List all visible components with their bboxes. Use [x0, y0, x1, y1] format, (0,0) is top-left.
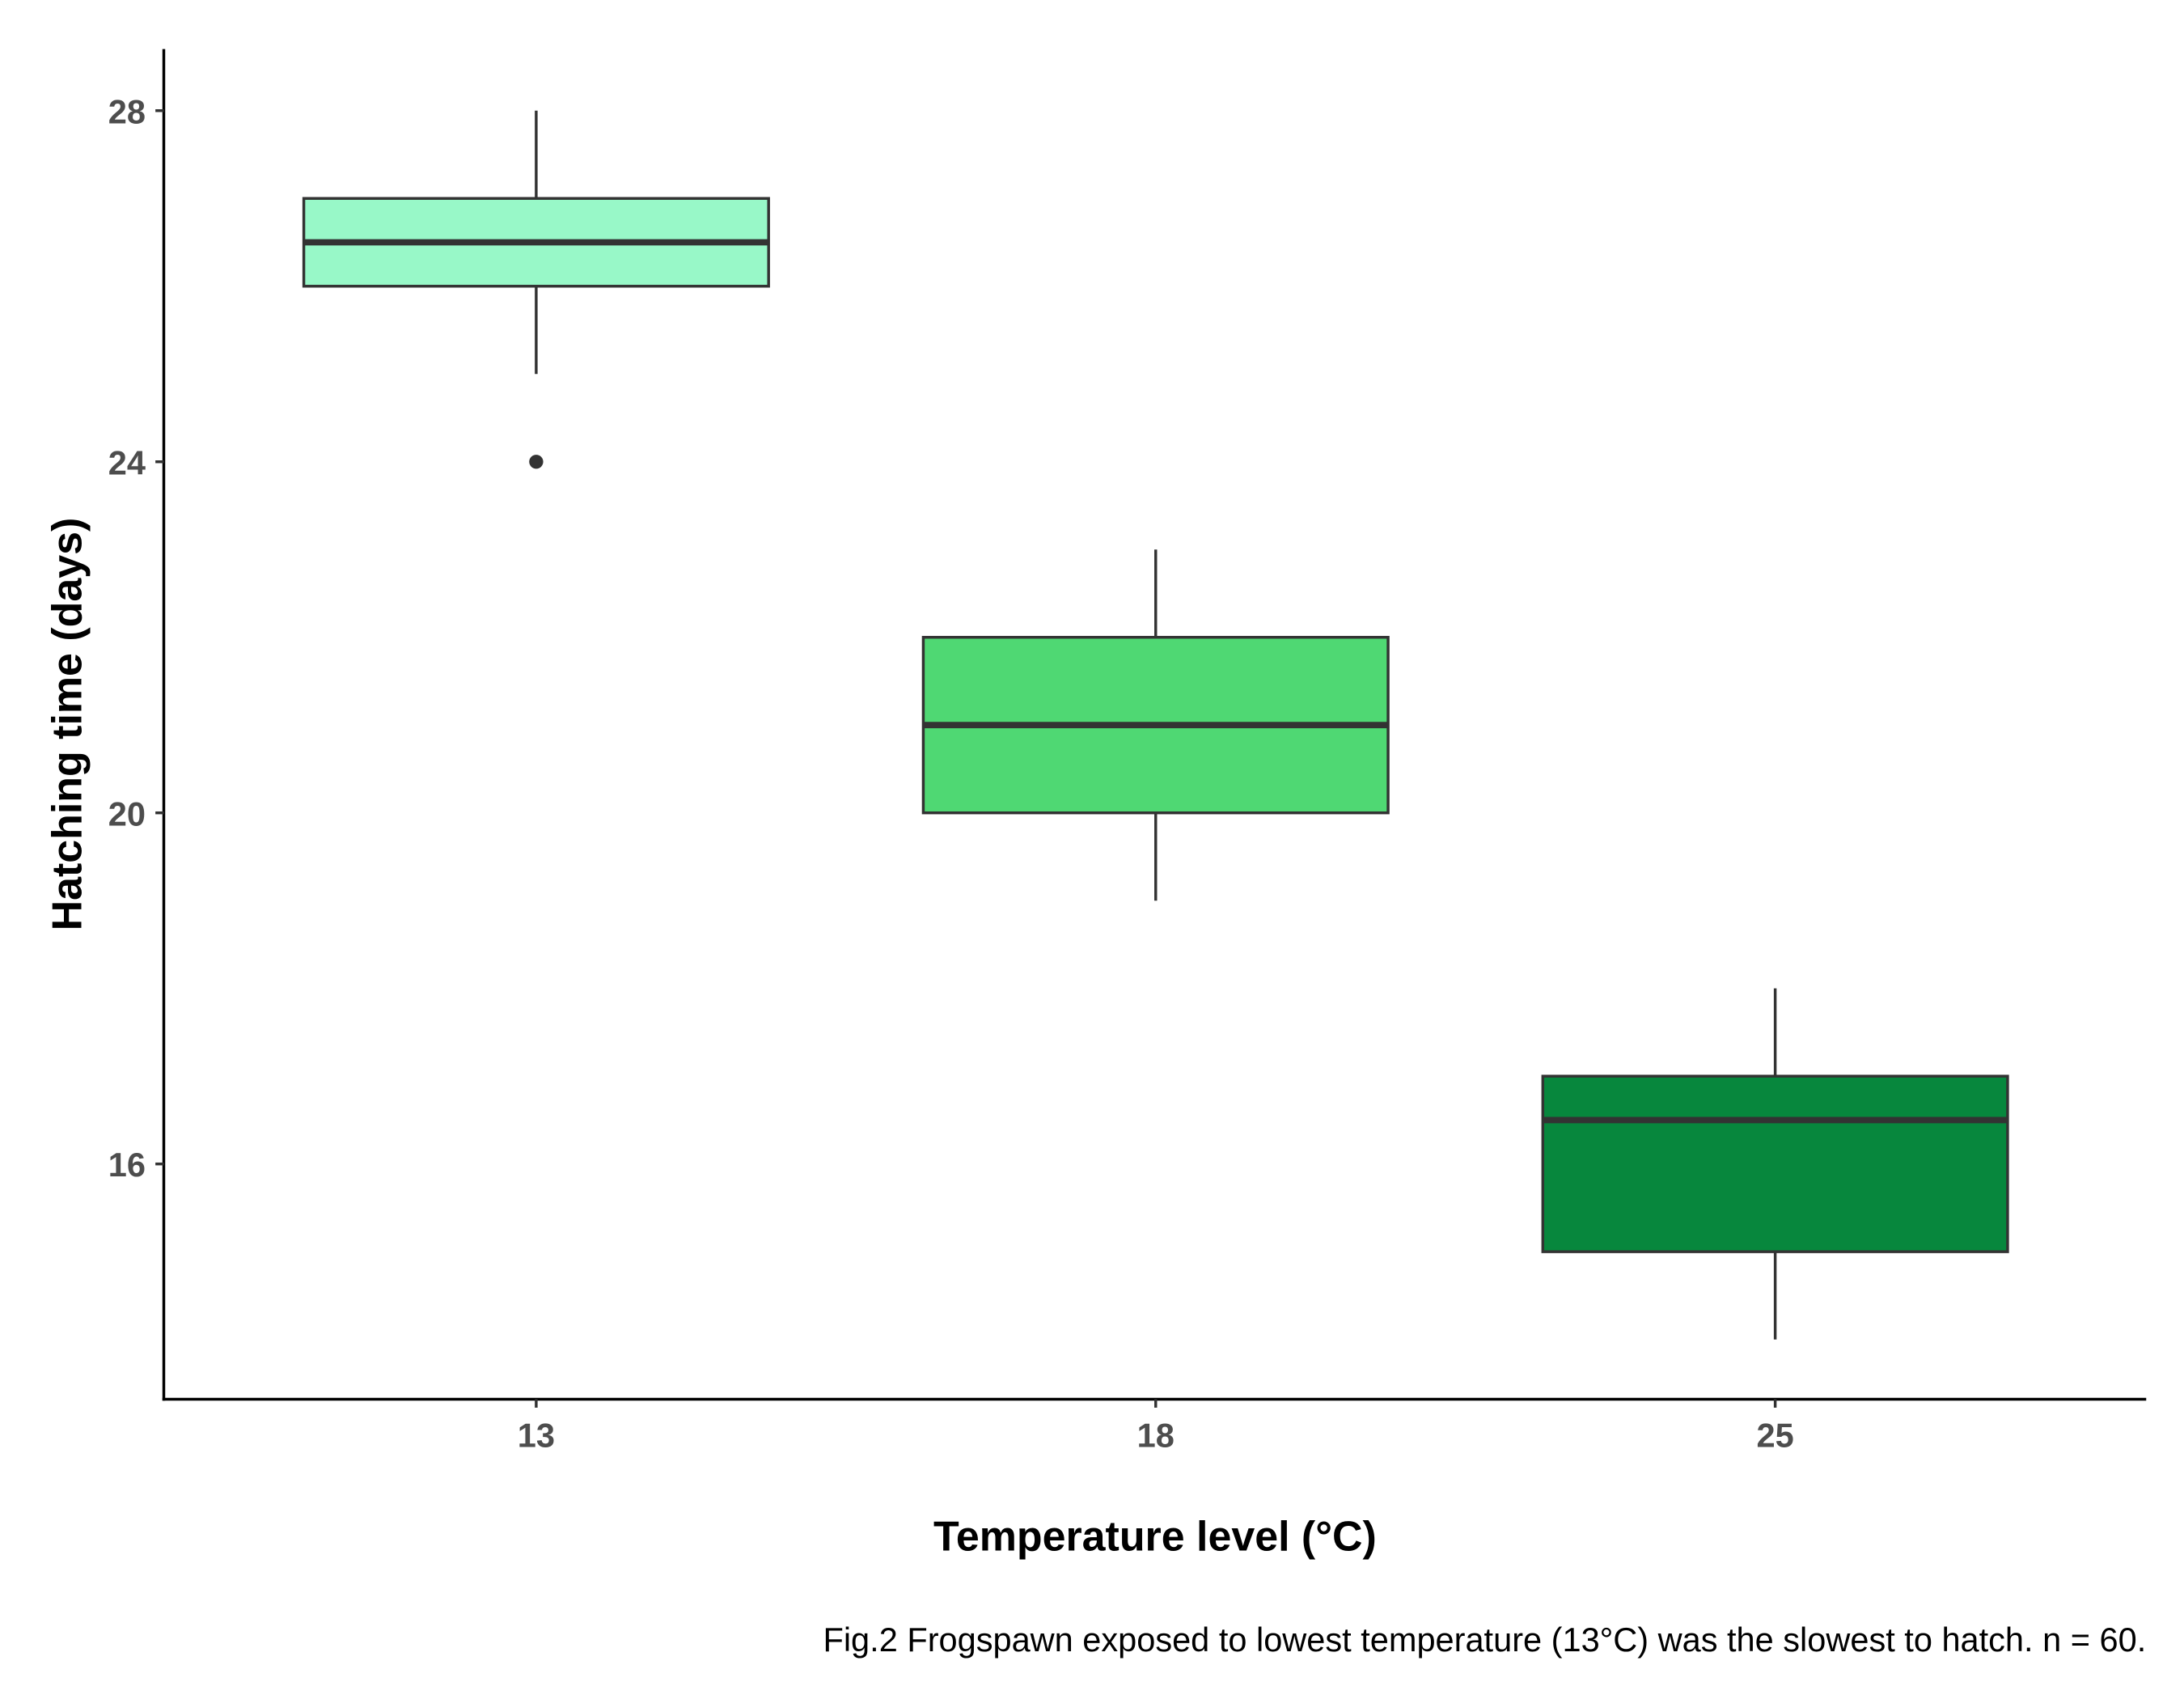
box-25 [1541, 988, 2009, 1340]
y-tick-label: 16 [108, 1146, 146, 1184]
x-tick-label: 18 [1137, 1416, 1175, 1454]
figure-caption: Fig.2 Frogspawn exposed to lowest temper… [823, 1621, 2146, 1659]
y-tick-label: 28 [108, 92, 146, 130]
x-ticks: 13 18 25 [518, 1399, 1794, 1454]
x-axis-title: Temperature level (°C) [933, 1513, 1377, 1560]
x-tick-label: 13 [518, 1416, 555, 1454]
y-axis-title: Hatching time (days) [44, 518, 91, 931]
box-13 [302, 110, 770, 469]
box-iqr [1541, 1074, 2009, 1253]
plot-marks [302, 110, 2009, 1340]
x-tick-label: 25 [1757, 1416, 1794, 1454]
outlier-point [529, 455, 544, 469]
y-ticks: 16 20 24 28 [108, 92, 164, 1184]
y-tick-label: 24 [108, 443, 146, 481]
y-tick-label: 20 [108, 794, 146, 833]
box-18 [921, 549, 1390, 901]
